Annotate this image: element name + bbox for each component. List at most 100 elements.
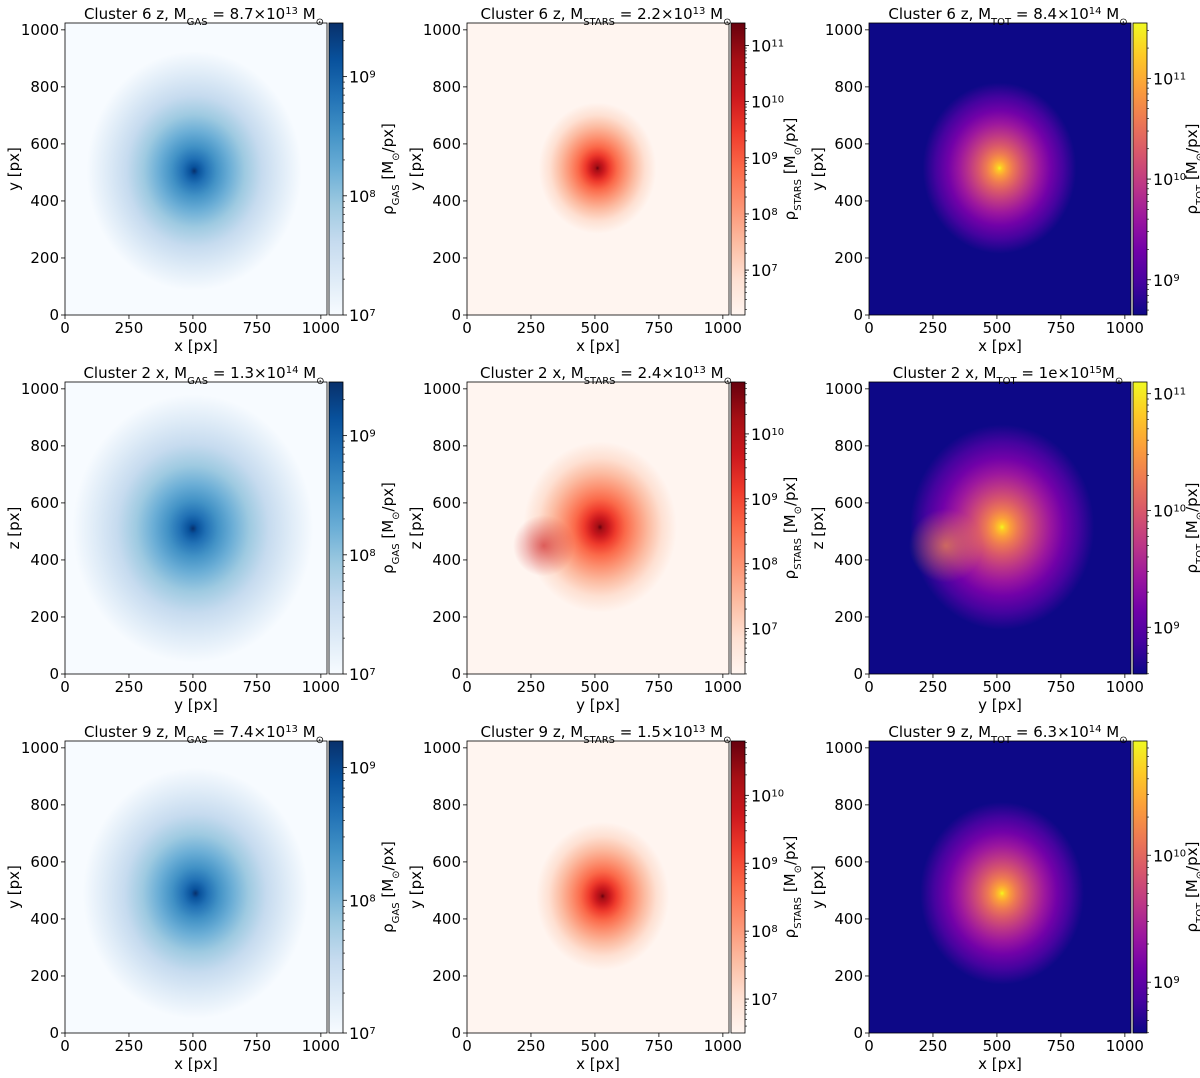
x-axis-label: x [px] bbox=[978, 337, 1022, 355]
y-tick-label: 800 bbox=[834, 78, 863, 96]
y-tick-label: 0 bbox=[451, 306, 461, 324]
y-tick-label: 600 bbox=[432, 135, 461, 153]
colorbar-tick-label: 108 bbox=[349, 187, 376, 206]
colorbar-tick-label: 1011 bbox=[751, 36, 784, 55]
x-axis-label: y [px] bbox=[174, 696, 218, 714]
panel-c2-stars: 0 250 500 750 1000 0 200 400 600 800 1000 y [px] z [… bbox=[407, 364, 804, 714]
y-tick-label: 0 bbox=[853, 1024, 863, 1042]
colorbar-label: ρGAS [M⊙/px] bbox=[379, 841, 402, 933]
y-tick-label: 600 bbox=[432, 494, 461, 512]
heatmap-blob bbox=[908, 508, 983, 583]
colorbar-tick-label: 1010 bbox=[1153, 846, 1186, 865]
y-tick-label: 400 bbox=[432, 192, 461, 210]
panel-title: Cluster 9 z, MSTARS = 1.5×1013 M⊙ bbox=[481, 723, 732, 746]
y-tick-label: 400 bbox=[834, 551, 863, 569]
y-tick-label: 600 bbox=[834, 135, 863, 153]
x-tick-label: 500 bbox=[983, 678, 1012, 696]
colorbar-tick-label: 107 bbox=[751, 620, 778, 639]
x-tick-label: 250 bbox=[919, 1037, 948, 1055]
y-tick-label: 200 bbox=[432, 608, 461, 626]
x-tick-label: 1000 bbox=[704, 1037, 742, 1055]
panel-title: Cluster 9 z, MGAS = 7.4×1013 M⊙ bbox=[84, 723, 324, 746]
y-tick-label: 0 bbox=[49, 1024, 59, 1042]
colorbar-tick-label: 1010 bbox=[1153, 501, 1186, 520]
colorbar bbox=[730, 740, 746, 1034]
y-tick-label: 600 bbox=[432, 853, 461, 871]
panel-c6-stars: 0 250 500 750 1000 0 200 400 600 800 1000 x [px] y [… bbox=[407, 5, 804, 355]
heatmap-image bbox=[65, 741, 327, 1033]
x-tick-label: 750 bbox=[243, 678, 272, 696]
x-tick-label: 750 bbox=[1047, 1037, 1076, 1055]
colorbar-label: ρTOT [M⊙/px] bbox=[1183, 842, 1200, 933]
x-tick-label: 750 bbox=[645, 1037, 674, 1055]
panel-title: Cluster 6 z, MSTARS = 2.2×1013 M⊙ bbox=[481, 5, 732, 28]
x-tick-label: 750 bbox=[243, 319, 272, 337]
colorbar-tick-label: 107 bbox=[349, 665, 376, 684]
colorbar-tick-label: 109 bbox=[1153, 618, 1180, 637]
x-tick-label: 500 bbox=[581, 319, 610, 337]
x-tick-label: 0 bbox=[462, 1037, 472, 1055]
panel-c9-gas: 0 250 500 750 1000 0 200 400 600 800 1000 x [px] y [… bbox=[5, 723, 402, 1073]
panel-c2-gas: 0 250 500 750 1000 0 200 400 600 800 1000 y [px] z [… bbox=[5, 364, 402, 714]
colorbar-tick-label: 109 bbox=[1153, 271, 1180, 290]
colorbar bbox=[730, 22, 746, 316]
y-tick-label: 0 bbox=[451, 1024, 461, 1042]
colorbar-tick-label: 1011 bbox=[1153, 69, 1186, 88]
x-tick-label: 0 bbox=[462, 678, 472, 696]
y-axis-label: z [px] bbox=[5, 507, 23, 550]
y-tick-label: 800 bbox=[432, 437, 461, 455]
x-tick-label: 1000 bbox=[302, 319, 340, 337]
y-tick-label: 800 bbox=[30, 437, 59, 455]
x-axis-label: x [px] bbox=[576, 1055, 620, 1073]
x-tick-label: 0 bbox=[462, 319, 472, 337]
y-tick-label: 600 bbox=[30, 494, 59, 512]
y-tick-label: 200 bbox=[834, 608, 863, 626]
colorbar-label: ρSTARS [M⊙/px] bbox=[781, 836, 804, 939]
colorbar-tick-label: 107 bbox=[751, 990, 778, 1009]
y-tick-label: 400 bbox=[30, 192, 59, 210]
y-tick-label: 1000 bbox=[423, 380, 461, 398]
y-tick-label: 0 bbox=[853, 306, 863, 324]
heatmap-image bbox=[467, 382, 729, 674]
panel-title: Cluster 2 x, MTOT = 1e×1015M⊙ bbox=[893, 364, 1123, 387]
colorbar-tick-label: 109 bbox=[1153, 973, 1180, 992]
y-tick-label: 800 bbox=[432, 78, 461, 96]
plot-frame bbox=[868, 740, 1132, 1034]
x-tick-label: 250 bbox=[115, 319, 144, 337]
y-tick-label: 0 bbox=[49, 665, 59, 683]
colorbar-tick-label: 108 bbox=[751, 205, 778, 224]
colorbar-label: ρTOT [M⊙/px] bbox=[1183, 483, 1200, 574]
x-tick-label: 750 bbox=[1047, 678, 1076, 696]
colorbar-tick-label: 107 bbox=[349, 306, 376, 325]
y-tick-label: 200 bbox=[30, 249, 59, 267]
y-tick-label: 1000 bbox=[825, 739, 863, 757]
y-tick-label: 1000 bbox=[825, 21, 863, 39]
x-tick-label: 500 bbox=[179, 678, 208, 696]
y-tick-label: 400 bbox=[30, 910, 59, 928]
y-axis-label: y [px] bbox=[809, 865, 827, 909]
x-tick-label: 750 bbox=[645, 319, 674, 337]
x-axis-label: x [px] bbox=[174, 1055, 218, 1073]
x-axis-label: y [px] bbox=[576, 696, 620, 714]
colorbar-label: ρTOT [M⊙/px] bbox=[1183, 124, 1200, 215]
x-tick-label: 1000 bbox=[1106, 678, 1144, 696]
y-axis-label: y [px] bbox=[809, 147, 827, 191]
y-tick-label: 1000 bbox=[21, 739, 59, 757]
y-axis-label: y [px] bbox=[5, 865, 23, 909]
colorbar-tick-label: 1010 bbox=[1153, 170, 1186, 189]
y-tick-label: 600 bbox=[834, 494, 863, 512]
y-axis-label: z [px] bbox=[407, 507, 425, 550]
colorbar bbox=[1132, 740, 1148, 1034]
y-tick-label: 1000 bbox=[825, 380, 863, 398]
y-axis-label: y [px] bbox=[5, 147, 23, 191]
y-tick-label: 200 bbox=[432, 967, 461, 985]
x-tick-label: 500 bbox=[581, 678, 610, 696]
x-tick-label: 1000 bbox=[302, 678, 340, 696]
x-tick-label: 0 bbox=[864, 678, 874, 696]
y-tick-label: 0 bbox=[451, 665, 461, 683]
y-tick-label: 200 bbox=[834, 249, 863, 267]
colorbar-tick-label: 109 bbox=[349, 68, 376, 87]
y-tick-label: 600 bbox=[30, 135, 59, 153]
panel-c9-tot: 0 250 500 750 1000 0 200 400 600 800 1000 x [px] y [… bbox=[809, 723, 1200, 1073]
